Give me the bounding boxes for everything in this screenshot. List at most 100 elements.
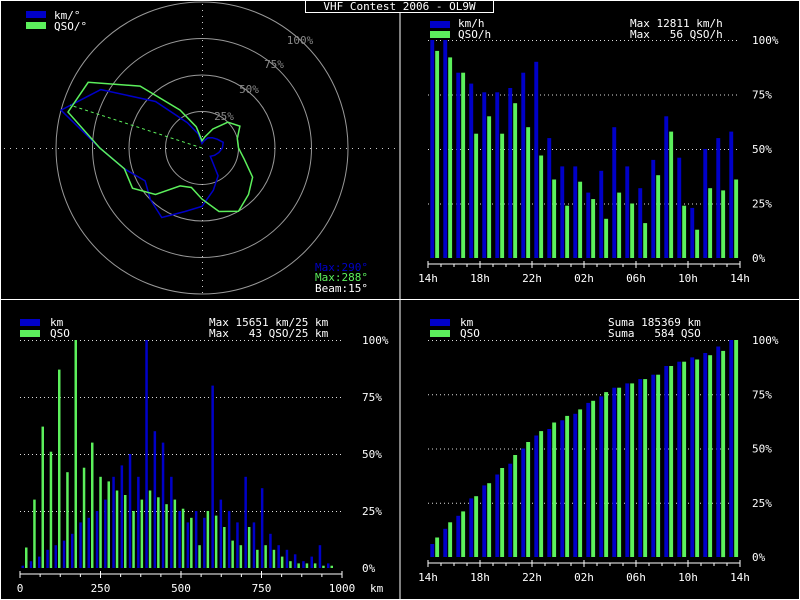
gridline-dot-50 xyxy=(304,454,305,455)
bar-qso xyxy=(487,483,492,557)
gridline-dot-50 xyxy=(544,149,545,150)
bar-km xyxy=(269,533,272,568)
gridline-dot-75 xyxy=(132,397,133,398)
gridline-dot-100 xyxy=(604,40,605,41)
gridline-dot-100 xyxy=(620,40,621,41)
bar-km xyxy=(586,402,591,557)
legend-swatch-km xyxy=(20,319,40,326)
gridline-dot-50 xyxy=(568,149,569,150)
bar-km xyxy=(120,465,124,568)
bar-qso xyxy=(198,545,201,568)
gridline-dot-75 xyxy=(276,397,277,398)
legend-label-km-per-hour: km/h xyxy=(458,17,485,30)
gridline-dot-50 xyxy=(296,454,297,455)
gridline-dot-50 xyxy=(648,448,649,450)
polar-h-axis-dot xyxy=(142,148,143,149)
x-tick-label: 14h xyxy=(418,571,438,584)
gridline-dot-100 xyxy=(272,340,273,341)
gridline-dot-50 xyxy=(596,149,597,150)
gridline-dot-75 xyxy=(580,394,581,396)
gridline-dot-75 xyxy=(596,94,597,96)
legend-swatch-qso-per-hour xyxy=(430,31,450,38)
polar-h-axis-dot xyxy=(316,148,317,149)
bar-qso xyxy=(223,527,226,568)
gridline-dot-100 xyxy=(124,340,125,341)
gridline-dot-75 xyxy=(120,397,121,398)
gridline-dot-100 xyxy=(604,340,605,341)
bar-qso xyxy=(148,490,152,568)
gridline-dot-50 xyxy=(556,149,557,150)
gridline-dot-100 xyxy=(44,340,45,341)
gridline-dot-75 xyxy=(56,397,57,398)
bar-km xyxy=(521,448,526,557)
gridline-dot-75 xyxy=(720,94,721,96)
polar-v-axis-dot xyxy=(202,274,203,275)
gridline-dot-25 xyxy=(616,502,617,504)
gridline-dot-50 xyxy=(684,149,685,150)
polar-h-axis-dot xyxy=(22,148,23,149)
polar-h-axis-dot xyxy=(10,148,11,149)
gridline-dot-50 xyxy=(300,454,301,455)
gridline-dot-50 xyxy=(240,454,241,455)
gridline-dot-50 xyxy=(636,149,637,150)
gridline-dot-25 xyxy=(296,511,297,512)
bar-km xyxy=(456,515,461,557)
bar-qso xyxy=(682,205,687,258)
gridline-dot-100 xyxy=(284,340,285,341)
gridline-dot-100 xyxy=(100,340,101,341)
gridline-dot-100 xyxy=(104,340,105,341)
gridline-dot-100 xyxy=(600,340,601,341)
x-tick-label: 06h xyxy=(626,571,646,584)
gridline-dot-75 xyxy=(528,94,529,96)
x-tick-label: 14h xyxy=(418,272,438,285)
polar-h-axis-dot xyxy=(166,148,167,149)
gridline-dot-25 xyxy=(728,502,729,504)
polar-h-axis-dot xyxy=(4,148,5,149)
gridline-dot-100 xyxy=(208,340,209,341)
ring-label-25: 25% xyxy=(214,110,234,123)
gridline-dot-75 xyxy=(640,94,641,96)
bar-km xyxy=(469,498,474,557)
bar-qso xyxy=(487,116,492,258)
gridline-dot-100 xyxy=(204,340,205,341)
bar-qso xyxy=(181,508,185,568)
bar-qso xyxy=(74,340,77,568)
gridline-dot-25 xyxy=(176,511,177,512)
gridline-dot-25 xyxy=(480,203,481,205)
gridline-dot-50 xyxy=(132,454,133,455)
gridline-dot-75 xyxy=(560,394,561,396)
polar-h-axis-dot xyxy=(172,148,173,149)
gridline-dot-50 xyxy=(724,149,725,150)
gridline-dot-100 xyxy=(636,40,637,41)
gridline-dot-50 xyxy=(436,448,437,450)
bar-km xyxy=(145,340,148,568)
gridline-dot-75 xyxy=(36,397,37,398)
polar-h-axis-dot xyxy=(394,148,395,149)
gridline-dot-100 xyxy=(440,40,441,41)
bar-qso xyxy=(695,359,700,557)
gridline-dot-25 xyxy=(340,511,341,512)
gridline-dot-100 xyxy=(668,40,669,41)
bar-qso xyxy=(565,205,570,258)
polar-h-axis-dot xyxy=(274,148,275,149)
pct-label: 0% xyxy=(752,551,766,564)
gridline-dot-75 xyxy=(580,94,581,96)
gridline-dot-100 xyxy=(664,340,665,341)
gridline-dot-100 xyxy=(728,340,729,341)
bar-qso xyxy=(617,192,622,258)
gridline-dot-75 xyxy=(252,397,253,398)
gridline-dot-100 xyxy=(564,40,565,41)
gridline-dot-50 xyxy=(500,448,501,450)
gridline-dot-50 xyxy=(720,149,721,150)
polar-ring-75 xyxy=(92,38,312,258)
gridline-dot-75 xyxy=(428,94,429,96)
gridline-dot-75 xyxy=(324,397,325,398)
gridline-dot-25 xyxy=(644,203,645,205)
gridline-dot-50 xyxy=(440,448,441,450)
gridline-dot-100 xyxy=(196,340,197,341)
bar-qso xyxy=(539,155,544,258)
gridline-dot-100 xyxy=(508,40,509,41)
x-tick-label: 18h xyxy=(470,571,490,584)
gridline-dot-75 xyxy=(284,397,285,398)
gridline-dot-75 xyxy=(496,394,497,396)
